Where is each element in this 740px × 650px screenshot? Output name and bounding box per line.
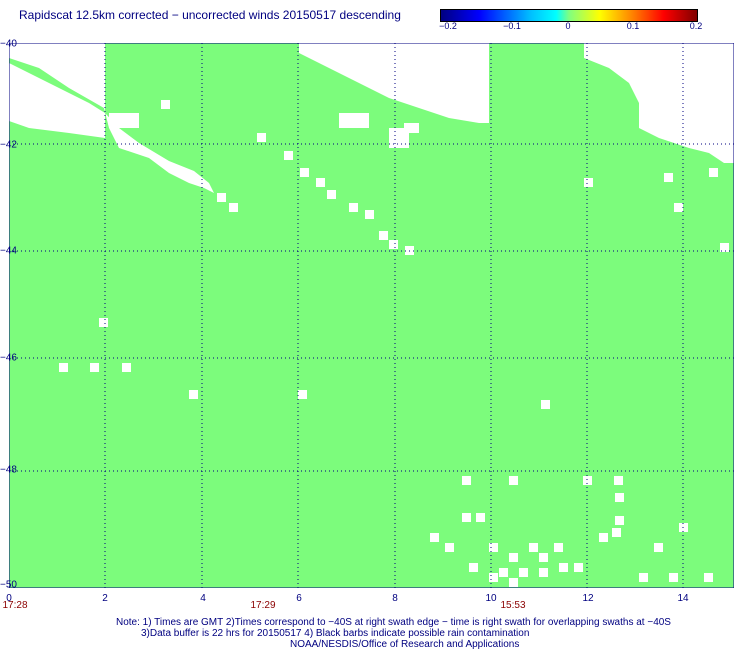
field-background [9,43,734,588]
no-data-cell [430,533,439,542]
no-data-cell [554,543,563,552]
colorbar-tick: 0.1 [626,21,640,31]
no-data-cell [379,231,388,240]
no-data-cell [59,363,68,372]
no-data-cell [509,578,518,587]
no-data-cell [599,533,608,542]
no-data-cell [462,476,471,485]
no-data-cell [709,168,718,177]
no-data-cell [476,513,485,522]
y-axis-label: −40 [0,38,17,50]
no-data-cell [669,573,678,582]
note-line-3: NOAA/NESDIS/Office of Research and Appli… [290,639,520,650]
x-axis-label: 0 [6,593,12,604]
grid-lines [9,43,734,588]
x-axis-label: 10 [485,593,497,604]
no-data-cell [365,210,374,219]
colorbar-tick: −0.2 [439,21,457,31]
no-data-cell [529,543,538,552]
no-data-cell [462,513,471,522]
no-data-cell [189,390,198,399]
x-axis-label: 2 [102,593,108,604]
no-data-region [9,63,105,138]
no-data-cell [499,568,508,577]
no-data-cell [659,103,679,113]
no-data-cell [720,243,729,252]
colorbar-tick: −0.1 [503,21,521,31]
no-data-cell [509,476,518,485]
y-axis-label: −46 [0,352,17,364]
no-data-cell [615,493,624,502]
no-data-cell [654,543,663,552]
no-data-cell [217,193,226,202]
no-data-cell [445,543,454,552]
no-data-cell [349,203,358,212]
x-axis-label: 12 [582,593,594,604]
y-axis-label: −50 [0,579,17,591]
no-data-cell [664,173,673,182]
no-data-cell [389,240,398,249]
x-axis-label: 8 [392,593,398,604]
x-axis-label: 4 [200,593,206,604]
no-data-cell [612,528,621,537]
no-data-cell [229,203,238,212]
no-data-cell [699,88,724,98]
no-data-cell [615,516,624,525]
no-data-cell [559,563,568,572]
no-data-cell [99,318,108,327]
no-data-cell [674,203,683,212]
no-data-cell [404,123,419,133]
no-data-cell [509,553,518,562]
no-data-region [9,43,214,193]
no-data-cell [489,543,498,552]
no-data-cell [469,563,478,572]
no-data-cell [584,178,593,187]
wind-difference-map [9,43,734,588]
no-data-cell [489,573,498,582]
no-data-cell [298,390,307,399]
no-data-cell [90,363,99,372]
y-axis-label: −44 [0,245,17,257]
no-data-cell [704,573,713,582]
no-data-cell [541,400,550,409]
y-axis-label: −48 [0,464,17,476]
no-data-cell [257,133,266,142]
no-data-cell [614,476,623,485]
no-data-cell [339,113,369,128]
no-data-cell [161,100,170,109]
colorbar [440,9,698,22]
no-data-cell [327,190,336,199]
no-data-cell [284,151,293,160]
no-data-cell [539,553,548,562]
time-label: 17:28 [2,600,28,611]
colorbar-tick: 0 [565,21,571,31]
note-line-2: 3)Data buffer is 22 hrs for 20150517 4) … [141,628,530,639]
y-axis-label: −42 [0,139,17,151]
no-data-cell [714,68,729,78]
no-data-cell [539,568,548,577]
no-data-cell [109,113,139,128]
x-axis-label: 14 [677,593,689,604]
no-data-cell [122,363,131,372]
no-data-cell [316,178,325,187]
note-line-1: Note: 1) Times are GMT 2)Times correspon… [116,617,671,628]
x-axis-label: 6 [296,593,302,604]
no-data-cell [519,568,528,577]
colorbar-tick: 0.2 [689,21,703,31]
no-data-cell [574,563,583,572]
no-data-cell [639,573,648,582]
no-data-cell [583,476,592,485]
time-label: 17:29 [250,600,276,611]
no-data-cells [9,43,734,587]
time-label: 15:53 [500,600,526,611]
chart-title: Rapidscat 12.5km corrected − uncorrected… [19,8,401,22]
no-data-cell [300,168,309,177]
no-data-region [299,43,489,123]
